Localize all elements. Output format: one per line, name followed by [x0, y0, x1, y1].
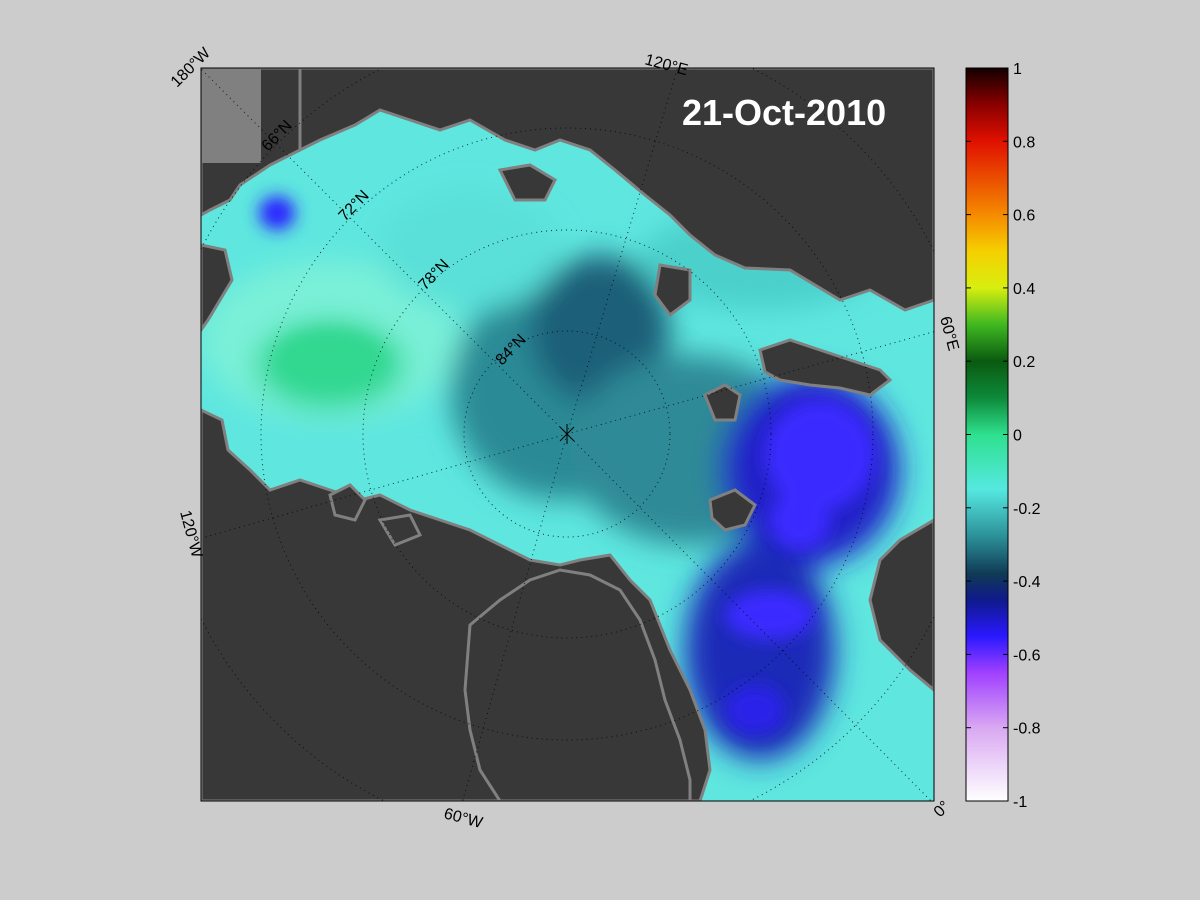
pole-marker	[559, 424, 575, 444]
lon-label-60e: 60°E	[936, 315, 961, 353]
colorbar-gradient	[965, 67, 1009, 802]
lat-circle-78	[362, 229, 772, 639]
colorbar-tick-label: 1	[1013, 61, 1022, 78]
date-label: 21-Oct-2010	[682, 92, 886, 133]
meridian-60w	[462, 433, 568, 801]
lon-label-60w: 60°W	[442, 805, 485, 832]
map-panel: 66°N 72°N 78°N 84°N 21-Oct-2010	[201, 68, 934, 801]
colorbar-tick-label: -0.2	[1013, 501, 1041, 518]
colorbar: 1 0.8 0.6 0.4 0.2 0 -0.2 -0.4 -0.6 -0.8 -1	[965, 61, 1041, 811]
colorbar-tick-label: -1	[1013, 794, 1027, 811]
colorbar-tick-label: -0.8	[1013, 721, 1041, 738]
map-frame	[200, 67, 935, 802]
colorbar-tick-label: 0.2	[1013, 354, 1035, 371]
colorbar-tick-label: -0.6	[1013, 647, 1041, 664]
land-gray-corner	[201, 68, 261, 163]
colorbar-tick-label: 0	[1013, 428, 1022, 445]
colorbar-tick-label: 0.6	[1013, 208, 1035, 225]
meridian-120e	[566, 68, 679, 435]
lat-circle-84	[463, 330, 671, 538]
colorbar-tick-label: 0.4	[1013, 281, 1035, 298]
colorbar-tick-label: 0.8	[1013, 134, 1035, 151]
colorbar-ticks: 1 0.8 0.6 0.4 0.2 0 -0.2 -0.4 -0.6 -0.8 -1	[966, 61, 1041, 811]
colorbar-tick-label: -0.4	[1013, 574, 1041, 591]
lat-circle-72	[260, 127, 874, 741]
graticule	[201, 68, 934, 801]
